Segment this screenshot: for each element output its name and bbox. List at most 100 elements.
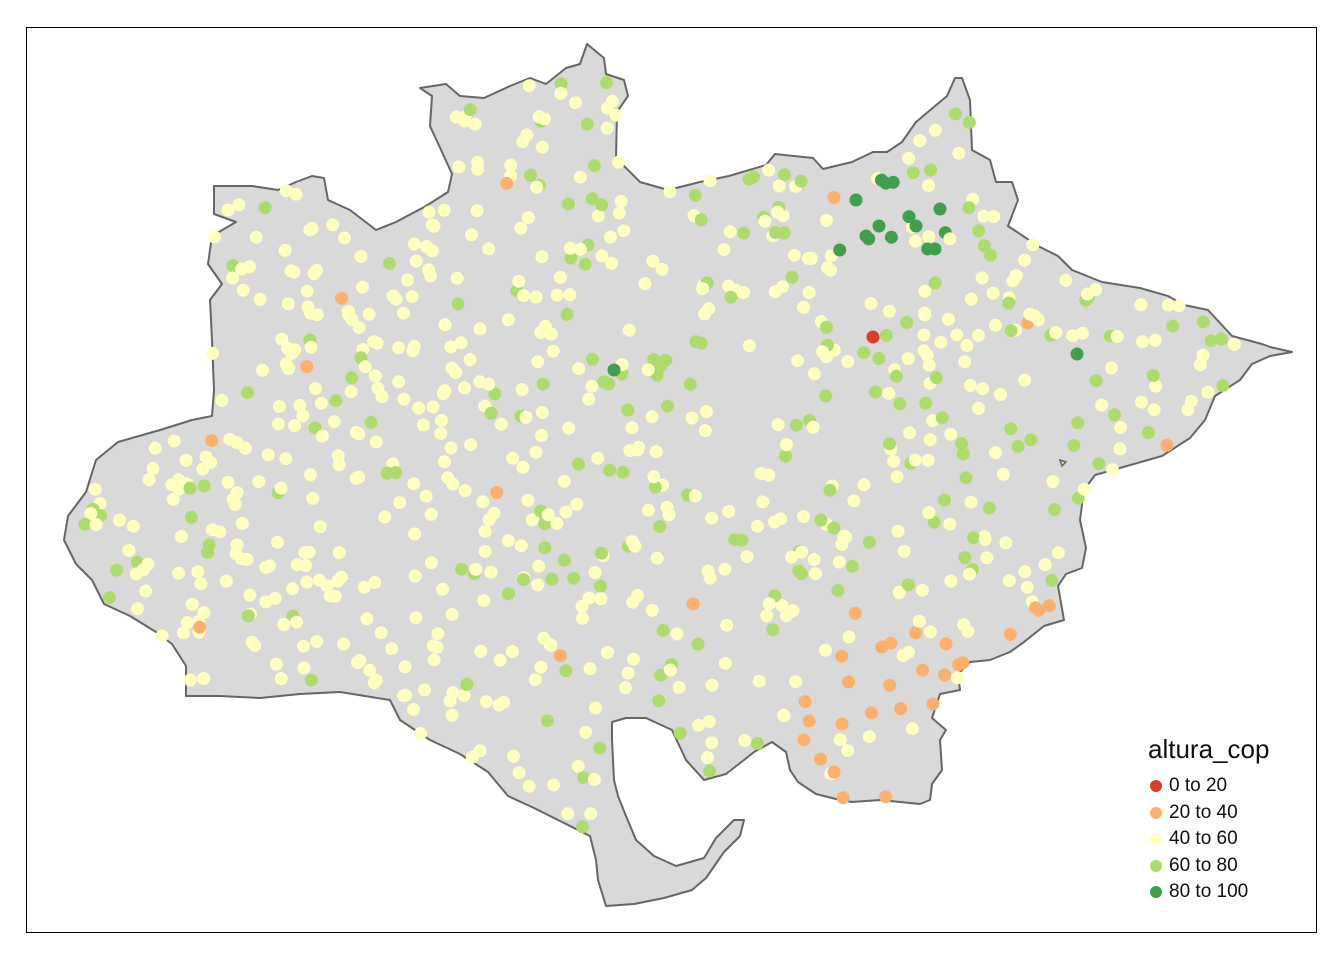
- sample-point: [274, 672, 288, 686]
- sample-point: [589, 701, 603, 715]
- sample-point: [963, 379, 977, 392]
- sample-point: [956, 447, 970, 461]
- sample-point: [879, 328, 893, 342]
- sample-point: [455, 562, 469, 576]
- sample-point: [612, 206, 626, 220]
- sample-point: [964, 495, 978, 509]
- sample-point: [356, 280, 369, 294]
- sample-point: [738, 734, 752, 747]
- sample-point: [621, 403, 635, 417]
- sample-point: [652, 694, 666, 708]
- sample-point: [1095, 398, 1109, 412]
- legend-swatch-80-100: [1150, 886, 1162, 899]
- sample-point: [571, 759, 585, 773]
- sample-point: [385, 642, 399, 656]
- sample-point: [449, 110, 463, 124]
- sample-point: [577, 771, 590, 784]
- sample-point: [938, 493, 952, 507]
- sample-point: [530, 180, 544, 194]
- sample-point: [918, 306, 932, 320]
- sample-point: [345, 371, 359, 385]
- sample-point: [663, 185, 677, 199]
- sample-point: [320, 579, 334, 593]
- sample-point: [524, 168, 537, 182]
- sample-point: [469, 562, 483, 576]
- sample-point: [583, 662, 597, 676]
- sample-point: [1046, 475, 1060, 489]
- sample-point: [221, 475, 235, 489]
- sample-point: [832, 555, 846, 569]
- sample-point: [922, 179, 936, 192]
- sample-point: [408, 527, 422, 541]
- sample-point: [758, 214, 772, 228]
- sample-point: [409, 611, 423, 625]
- legend-swatch-60-80: [1150, 859, 1162, 872]
- sample-point: [437, 203, 451, 217]
- amazon-region-shape: [63, 43, 1293, 907]
- sample-point: [849, 193, 863, 207]
- sample-point: [1162, 298, 1175, 312]
- sample-point: [928, 276, 942, 290]
- sample-point: [988, 318, 1002, 332]
- sample-point: [955, 437, 969, 451]
- sample-point: [891, 524, 905, 538]
- sample-point: [427, 653, 441, 667]
- sample-point: [563, 241, 577, 255]
- sample-point: [1018, 565, 1032, 579]
- sample-point: [514, 539, 528, 553]
- sample-point: [528, 673, 542, 687]
- sample-point: [446, 477, 460, 491]
- sample-point: [179, 453, 193, 467]
- sample-point: [1141, 426, 1155, 440]
- sample-point: [458, 484, 472, 498]
- sample-point: [649, 445, 663, 459]
- sample-point: [354, 250, 368, 263]
- sample-point: [762, 163, 776, 177]
- sample-point: [587, 772, 601, 786]
- sample-point: [1172, 299, 1186, 313]
- sample-point: [593, 741, 607, 755]
- sample-point: [594, 592, 608, 606]
- sample-point: [240, 386, 254, 400]
- sample-point: [416, 418, 430, 432]
- sample-point: [286, 582, 299, 596]
- sample-point: [465, 228, 478, 242]
- sample-point: [718, 656, 732, 670]
- sample-point: [575, 820, 589, 834]
- sample-point: [1002, 296, 1016, 310]
- sample-point: [438, 455, 451, 469]
- sample-point: [950, 328, 964, 342]
- sample-point: [438, 318, 452, 332]
- sample-point: [535, 406, 549, 419]
- sample-point: [986, 286, 1000, 300]
- sample-point: [557, 474, 571, 488]
- sample-point: [585, 379, 599, 393]
- sample-point: [431, 627, 445, 641]
- sample-point: [654, 668, 668, 682]
- sample-point: [409, 254, 423, 268]
- sample-point: [797, 300, 811, 314]
- sample-point: [820, 320, 833, 334]
- sample-point: [363, 663, 377, 677]
- sample-point: [886, 175, 900, 189]
- sample-points: [78, 76, 1241, 834]
- sample-point: [424, 556, 438, 570]
- sample-point: [964, 292, 978, 306]
- sample-point: [879, 790, 893, 804]
- sample-point: [923, 433, 937, 447]
- sample-point: [315, 429, 329, 443]
- sample-point: [890, 470, 904, 484]
- sample-point: [303, 223, 317, 237]
- sample-point: [500, 176, 514, 190]
- sample-point: [978, 532, 992, 546]
- sample-point: [473, 375, 487, 389]
- sample-point: [1003, 627, 1017, 641]
- sample-point: [271, 535, 285, 549]
- sample-point: [303, 468, 317, 482]
- sample-point: [582, 591, 596, 605]
- sample-point: [308, 421, 322, 435]
- sample-point: [570, 497, 584, 511]
- sample-point: [345, 313, 359, 326]
- sample-point: [516, 460, 530, 474]
